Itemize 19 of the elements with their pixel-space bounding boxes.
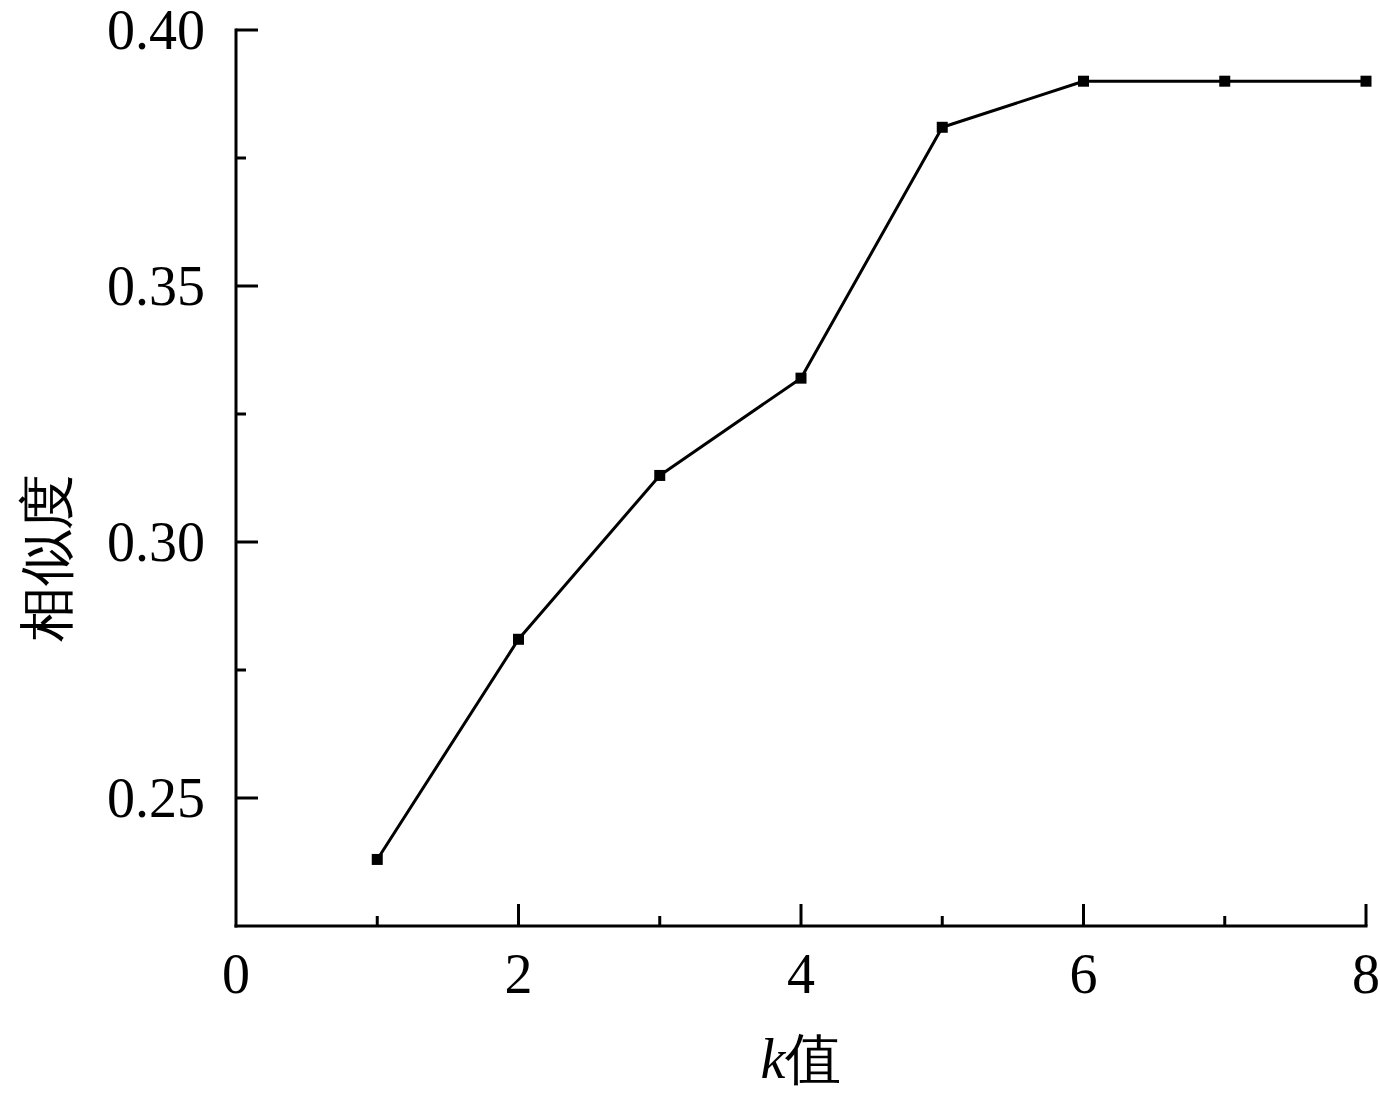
point: [1219, 75, 1231, 87]
x-tick-label: 8: [1352, 943, 1380, 1005]
point: [1078, 75, 1089, 87]
point: [936, 121, 948, 133]
y-tick-label: 0.30: [107, 511, 205, 574]
point: [1360, 75, 1372, 87]
x-tick-label: 4: [787, 943, 815, 1005]
x-tick-label: 6: [1069, 943, 1098, 1005]
x-tick-label: 0: [222, 943, 250, 1005]
point: [513, 633, 524, 645]
y-tick-label: 0.40: [107, 0, 205, 62]
y-tick-label: 0.25: [107, 767, 205, 830]
x-tick-label: 2: [504, 943, 533, 1005]
y-axis-title: 相似度: [16, 474, 78, 642]
point: [654, 469, 666, 481]
point: [371, 853, 383, 865]
y-tick-label: 0.35: [107, 255, 205, 318]
point: [795, 372, 807, 384]
x-axis-title: k值: [760, 1028, 842, 1090]
